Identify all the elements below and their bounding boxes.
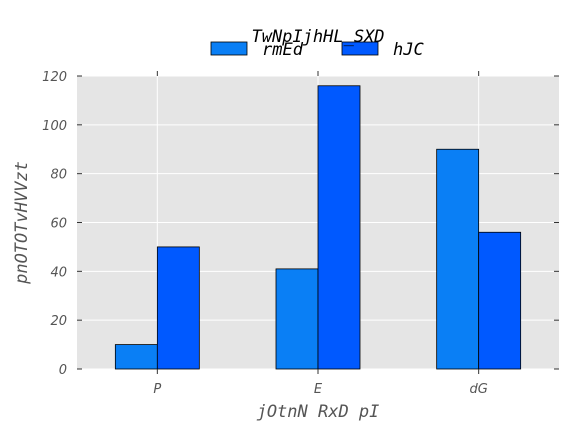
- y-tick-label: 120: [42, 70, 67, 85]
- bar-hJC-dG: [478, 231, 522, 370]
- y-axis-title: pnOTOTvHVVzt: [12, 161, 32, 285]
- bar-hJC-P: [156, 246, 200, 370]
- bars: [114, 85, 522, 370]
- y-tick-label: 100: [42, 119, 67, 134]
- legend-swatch-rmEd: [210, 41, 248, 56]
- legend-label-hJC: hJC: [393, 40, 424, 60]
- bar-rmEd-dG: [436, 148, 480, 370]
- x-tick-label: E: [314, 382, 323, 397]
- y-tick-label: 40: [50, 265, 67, 280]
- legend-swatch-hJC: [341, 41, 379, 56]
- y-tick-label: 80: [50, 168, 67, 183]
- bar-rmEd-E: [275, 268, 319, 370]
- legend-label-rmEd: rmEd: [262, 40, 304, 60]
- x-tick-label: P: [153, 382, 161, 397]
- legend: rmEd hJC: [210, 40, 424, 60]
- x-tick-label: dG: [470, 382, 488, 397]
- y-tick-label: 60: [50, 217, 67, 232]
- chart-title: TwNpIjhHL_SXD: [251, 27, 384, 47]
- bar-rmEd-P: [114, 344, 158, 370]
- bar-hJC-E: [317, 85, 361, 370]
- y-tick-label: 20: [50, 314, 67, 329]
- y-tick-label: 0: [59, 363, 67, 378]
- x-axis-title: jOtnN RxD pI: [257, 402, 380, 422]
